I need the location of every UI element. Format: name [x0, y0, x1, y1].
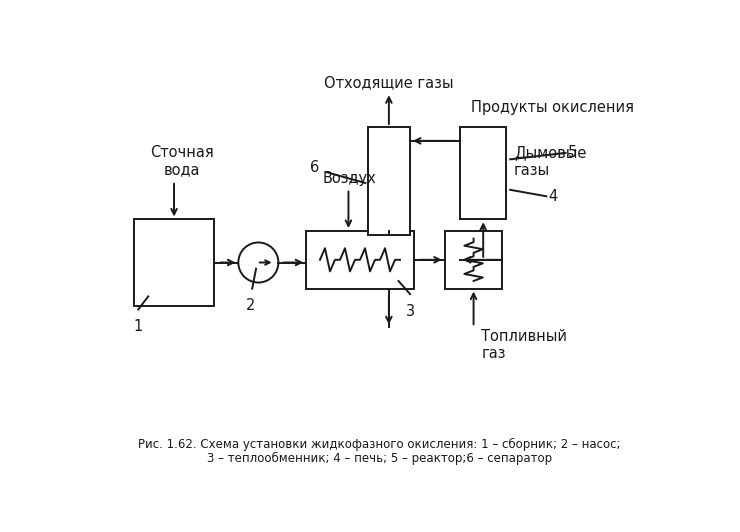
Text: 3 – теплообменник; 4 – печь; 5 – реактор;6 – сепаратор: 3 – теплообменник; 4 – печь; 5 – реактор…	[206, 452, 552, 464]
Circle shape	[238, 243, 278, 282]
Text: 2: 2	[246, 298, 255, 313]
Text: 1: 1	[134, 320, 143, 335]
Text: Дымовые
газы: Дымовые газы	[514, 145, 586, 178]
Bar	[135, 219, 214, 305]
Bar	[368, 127, 410, 235]
Text: 4: 4	[548, 189, 558, 204]
Bar	[445, 231, 502, 289]
Text: 6: 6	[310, 161, 319, 176]
Text: Воздух: Воздух	[323, 171, 377, 186]
Text: Рис. 1.62. Схема установки жидкофазного окисления: 1 – сборник; 2 – насос;: Рис. 1.62. Схема установки жидкофазного …	[138, 438, 621, 451]
Text: Отходящие газы: Отходящие газы	[324, 75, 454, 90]
Bar	[460, 127, 506, 219]
Text: 3: 3	[406, 304, 414, 319]
Text: Сточная
вода: Сточная вода	[150, 145, 214, 177]
Text: Продукты окисления: Продукты окисления	[471, 101, 634, 115]
Text: 5: 5	[568, 145, 577, 160]
Bar	[306, 231, 414, 289]
Text: Топливный
газ: Топливный газ	[481, 329, 568, 361]
